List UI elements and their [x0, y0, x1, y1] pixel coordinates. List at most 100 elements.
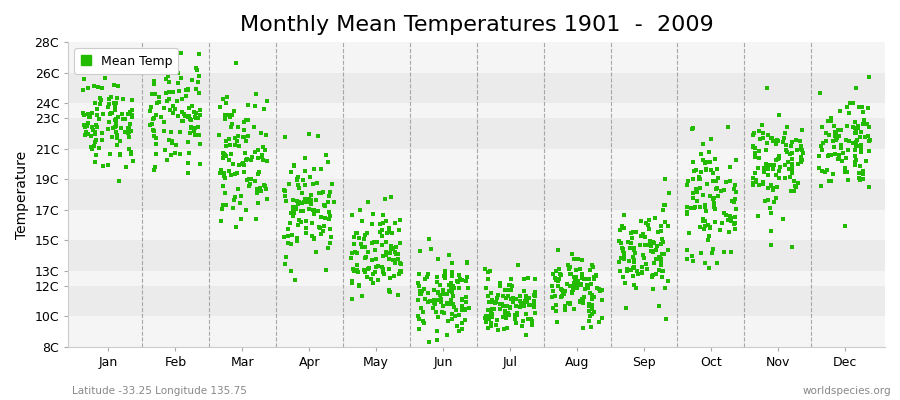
Point	[845, 100, 859, 106]
Point	[413, 305, 428, 311]
Point	[454, 320, 469, 326]
Point	[369, 264, 383, 270]
Point	[615, 245, 629, 251]
Point	[363, 265, 377, 271]
Point	[551, 282, 565, 289]
Point	[423, 298, 437, 304]
Point	[293, 208, 308, 214]
Point	[698, 204, 713, 211]
Point	[434, 298, 448, 305]
Point	[419, 274, 434, 280]
Point	[785, 165, 799, 171]
Point	[624, 230, 638, 236]
Point	[814, 147, 829, 153]
Point	[122, 146, 136, 152]
Point	[181, 139, 195, 145]
Point	[291, 174, 305, 180]
Point	[237, 126, 251, 133]
Point	[386, 256, 400, 263]
Point	[192, 51, 206, 57]
Point	[776, 139, 790, 145]
Point	[213, 169, 228, 176]
Point	[837, 168, 851, 175]
Point	[500, 286, 514, 293]
Point	[856, 176, 870, 182]
Point	[224, 121, 238, 127]
Point	[503, 303, 517, 310]
Point	[286, 213, 301, 220]
Point	[287, 210, 302, 216]
Point	[577, 294, 591, 300]
Point	[829, 137, 843, 143]
Point	[624, 266, 638, 273]
Point	[292, 185, 306, 192]
Point	[78, 129, 93, 135]
Point	[658, 285, 672, 292]
Point	[454, 296, 469, 302]
Point	[849, 128, 863, 134]
Point	[224, 172, 238, 178]
Point	[745, 180, 760, 186]
Bar	[68, 42, 885, 72]
Point	[230, 138, 244, 144]
Point	[585, 311, 599, 317]
Point	[375, 242, 390, 248]
Point	[121, 111, 135, 117]
Point	[281, 226, 295, 232]
Point	[290, 238, 304, 244]
Point	[836, 150, 850, 156]
Point	[787, 188, 801, 194]
Point	[82, 114, 96, 121]
Point	[346, 266, 360, 273]
Point	[412, 316, 427, 322]
Point	[386, 273, 400, 280]
Point	[570, 281, 584, 288]
Point	[171, 70, 185, 76]
Point	[655, 268, 670, 274]
Point	[410, 280, 425, 286]
Point	[415, 288, 429, 294]
Point	[860, 120, 874, 127]
Point	[147, 167, 161, 174]
Point	[454, 276, 469, 283]
Point	[639, 260, 653, 267]
Point	[842, 137, 857, 144]
Point	[110, 141, 124, 148]
Point	[181, 114, 195, 120]
Point	[705, 249, 719, 256]
Point	[551, 247, 565, 254]
Point	[576, 299, 590, 306]
Point	[752, 155, 766, 162]
Point	[855, 176, 869, 182]
Point	[692, 176, 706, 182]
Point	[544, 282, 559, 289]
Point	[184, 103, 199, 109]
Point	[101, 126, 115, 132]
Point	[105, 134, 120, 141]
Point	[189, 86, 203, 92]
Point	[258, 186, 273, 192]
Point	[858, 134, 872, 140]
Point	[657, 251, 671, 258]
Point	[850, 143, 864, 149]
Point	[109, 119, 123, 125]
Point	[545, 288, 560, 294]
Point	[455, 326, 470, 332]
Point	[595, 315, 609, 321]
Point	[77, 132, 92, 138]
Point	[118, 116, 132, 122]
Point	[284, 240, 298, 247]
Point	[358, 255, 373, 261]
Point	[178, 113, 193, 120]
Point	[418, 275, 432, 282]
Point	[302, 131, 316, 138]
Point	[162, 136, 176, 143]
Point	[382, 229, 396, 236]
Point	[444, 284, 458, 290]
Point	[325, 181, 339, 188]
Point	[357, 231, 372, 238]
Point	[281, 232, 295, 239]
Point	[778, 162, 792, 168]
Point	[278, 260, 293, 267]
Point	[147, 80, 161, 87]
